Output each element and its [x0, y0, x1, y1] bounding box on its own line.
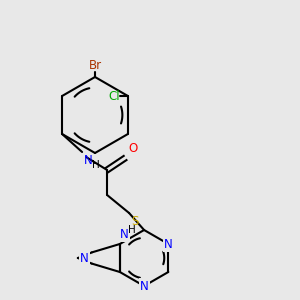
Text: N: N	[84, 154, 93, 167]
Text: N: N	[120, 228, 129, 241]
Text: N: N	[164, 238, 173, 250]
Text: S: S	[131, 215, 139, 228]
Text: H: H	[128, 225, 136, 235]
Text: Cl: Cl	[108, 89, 120, 103]
Text: O: O	[128, 142, 137, 155]
Text: H: H	[92, 160, 100, 170]
Text: N: N	[140, 280, 148, 292]
Text: N: N	[80, 251, 88, 265]
Text: Br: Br	[88, 59, 102, 72]
